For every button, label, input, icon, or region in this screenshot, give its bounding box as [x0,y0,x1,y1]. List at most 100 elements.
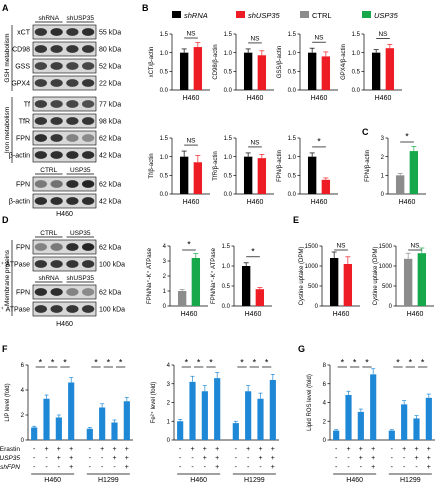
significance-label: NS [186,138,196,145]
y-tick-label: 0.5 [288,174,297,180]
bar [232,423,239,440]
group-label: GSH metabolism [4,33,11,82]
bar [243,52,253,90]
blot-band [81,180,95,188]
treatment-mark: - [101,455,104,462]
treatment-mark: - [235,464,238,471]
treatment-mark: - [259,464,262,471]
panel-label-g: G [298,344,305,354]
blot-header: USP35 [70,167,91,174]
treatment-row-label: shFPN [0,464,20,471]
y-tick-label: 0.5 [352,70,361,76]
bar [345,395,352,440]
blot-band [66,260,79,268]
treatment-mark: + [271,464,275,471]
significance-label: NS [186,31,196,38]
blot-band [50,151,63,159]
treatment-mark: + [258,455,262,462]
y-tick-label: 0.5 [222,284,231,290]
y-tick-label: 1.0 [160,51,169,57]
blot-strip [32,284,97,300]
blot-row-label: β-actin [9,153,30,160]
bar [68,382,75,440]
bar [307,52,317,90]
bar [329,258,339,306]
blot-band [81,100,95,108]
panel-label-f: F [2,344,8,354]
group-label: H1299 [400,477,421,484]
blot-band [50,28,63,36]
bar [257,55,267,90]
blot-band [34,180,48,188]
y-tick-label: 0 [315,304,319,310]
treatment-mark: - [45,464,48,471]
blot-band [66,100,79,108]
y-tick-label: 1500 [379,244,393,250]
y-axis-label: GSS/β-actin [277,46,283,78]
treatment-mark: + [371,446,375,453]
y-axis-label: Lipid ROS level (fold) [307,374,313,431]
significance-label: NS [250,35,260,42]
y-tick-label: 0.5 [160,174,169,180]
treatment-mark: - [235,446,238,453]
treatment-mark: - [89,455,92,462]
treatment-mark: - [403,455,406,462]
y-tick-label: 0.0 [222,304,231,310]
blot-band [81,288,95,296]
x-axis-label: H460 [183,199,200,206]
significance-label: * [253,358,257,368]
treatment-mark: - [335,464,338,471]
treatment-mark: + [246,446,250,453]
treatment-mark: - [191,464,194,471]
blot-header: shRNA [38,275,59,282]
y-axis-label: Tf/β-actin [149,153,155,178]
y-tick-label: 2 [21,413,25,419]
treatment-mark: - [58,464,61,471]
y-axis-label: LIP level (fold) [5,383,11,421]
blot-band [66,62,79,70]
treatment-mark: + [414,446,418,453]
bar [177,421,184,440]
y-axis-label: FPN/Na⁺-K⁺ ATPase [146,247,153,304]
bar [269,380,276,440]
blot-kda-label: 62 kDa [99,290,121,297]
y-axis-label: Cystine uptake (DPM) [299,247,305,306]
blot-band [50,180,63,188]
blot-strip [32,176,97,192]
y-tick-label: 0.0 [160,88,169,94]
blot-band [34,79,48,87]
bar [409,151,419,194]
significance-label: * [341,358,345,368]
treatment-mark: + [69,446,73,453]
significance-label: * [317,136,321,146]
treatment-mark: - [179,455,182,462]
bar [193,47,203,90]
legend-swatch [362,11,371,18]
bar [86,428,93,440]
blot-band [81,151,95,159]
blot-band [81,28,95,36]
treatment-mark: + [371,455,375,462]
treatment-mark: + [427,455,431,462]
bar [257,398,264,440]
y-tick-label: 1 [163,289,167,295]
y-tick-label: 4 [21,388,25,394]
significance-label: * [185,358,189,368]
blot-strip [32,96,97,112]
bar [243,156,253,194]
panel-label-e: E [293,215,299,225]
group-label: Iron metabolism [4,107,11,153]
y-tick-label: 1.5 [288,136,297,142]
y-tick-label: 0.0 [224,192,233,198]
x-axis-label: H460 [247,199,264,206]
significance-label: NS [336,243,346,250]
panel-label-a: A [2,3,9,13]
x-axis-label: H460 [399,199,416,206]
blot-band [50,243,63,251]
blot-kda-label: 55 kDa [99,30,121,37]
treatment-mark: - [391,446,394,453]
blot-kda-label: 52 kDa [99,64,121,71]
treatment-mark: - [89,464,92,471]
y-tick-label: 1 [381,174,385,180]
